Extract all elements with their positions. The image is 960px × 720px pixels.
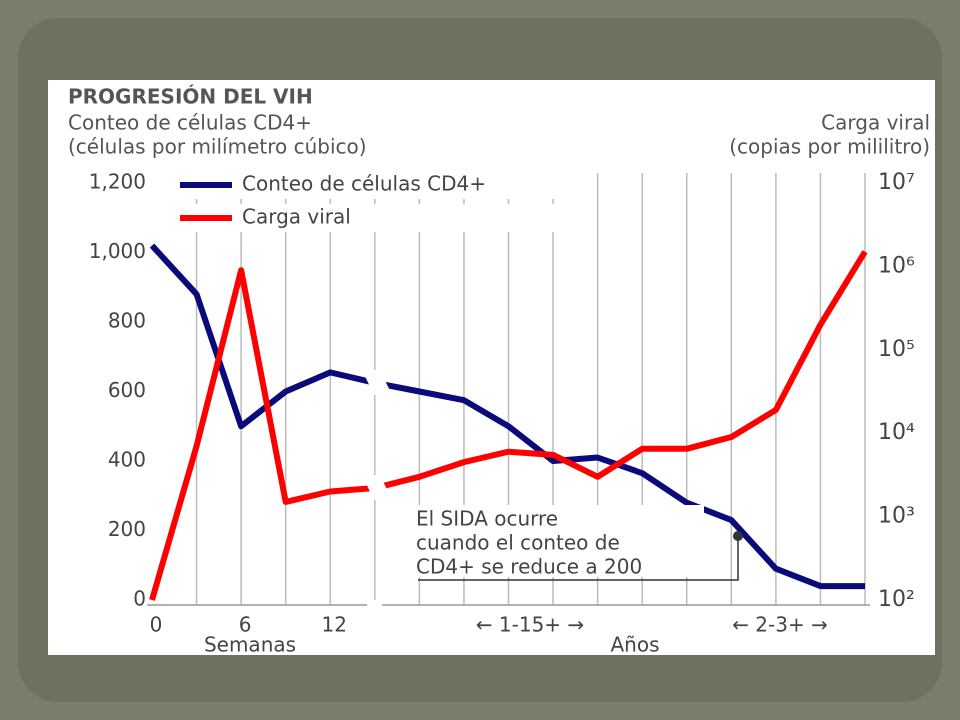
annotation-pointer [418,538,739,581]
axis-break [362,475,392,500]
annotation-dot [733,531,743,541]
legend-label: Carga viral [242,205,351,229]
x-tick-label: 6 [239,613,252,637]
legend-label: Conteo de células CD4+ [242,172,486,196]
x-annotation: Semanas [204,633,296,657]
series-line [149,250,868,601]
y2-axis-title: (copias por mililitro) [729,135,930,159]
legend-bg [175,171,585,199]
x-tick-label: 0 [150,613,163,637]
y-tick-label: 200 [108,517,146,541]
y-tick-label: 400 [108,448,146,472]
y2-tick-label: 10⁷ [878,170,915,195]
annotation-text: CD4+ se reduce a 200 [416,555,642,579]
y-axis-title: (células por milímetro cúbico) [68,135,367,159]
x-annotation: Años [610,633,659,657]
y2-tick-label: 10⁵ [878,337,915,362]
y-tick-label: 0 [133,587,146,611]
y2-axis-title: Carga viral [821,111,930,135]
y-tick-label: 1,200 [89,170,146,194]
chart-title: PROGRESIÓN DEL VIH [68,85,313,109]
annotation-text: cuando el conteo de [416,531,620,555]
y-tick-label: 600 [108,378,146,402]
y-axis-title: Conteo de células CD4+ [68,111,312,135]
annotation-bg [412,505,704,577]
axis-break [362,370,392,395]
y2-tick-label: 10² [878,587,915,612]
y-tick-label: 800 [108,309,146,333]
annotation-text: El SIDA ocurre [416,507,558,531]
x-annotation: ← 2-3+ → [732,613,828,637]
x-tick-label: 12 [322,613,347,637]
y2-tick-label: 10⁶ [878,253,915,278]
series-line [149,243,865,590]
y2-tick-label: 10³ [878,504,915,529]
axis-break [365,600,390,625]
x-annotation: ← 1-15+ → [476,613,584,637]
y-tick-label: 1,000 [89,239,146,263]
plot [149,243,868,625]
y2-tick-label: 10⁴ [878,420,915,445]
legend-bg [175,204,585,232]
